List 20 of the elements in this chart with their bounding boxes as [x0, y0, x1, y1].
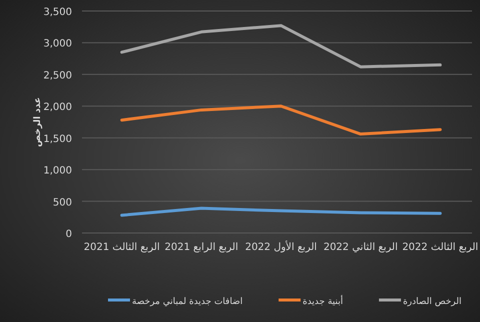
x-tick-label: الربع الثالث 2021 [84, 242, 160, 253]
x-tick-label: الربع الرابع 2021 [164, 242, 238, 253]
y-tick-label: 1,000 [43, 166, 72, 177]
legend-label: أبنية جديدة [302, 295, 343, 307]
x-tick-label: الربع الأول 2022 [245, 240, 317, 253]
legend-label: الرخص الصادرة [402, 297, 462, 307]
y-tick-label: 2,500 [43, 70, 72, 82]
y-tick-label: 500 [52, 197, 72, 208]
line-series [120, 206, 442, 217]
y-tick-label: 3,000 [43, 38, 72, 50]
y-tick-label: 0 [66, 229, 72, 240]
y-tick-label: 2,000 [43, 102, 72, 114]
x-tick-label: الربع الثاني 2022 [323, 242, 398, 253]
y-tick-label: 1,500 [43, 134, 72, 145]
y-tick-label: 3,500 [43, 7, 72, 18]
x-tick-label: الربع الثالث 2022 [402, 242, 478, 253]
line-series [120, 104, 442, 136]
line-series [120, 24, 442, 68]
legend-label: اضافات جديدة لمباني مرخصة [132, 297, 243, 307]
y-axis-title: عدد الرخص [33, 97, 43, 147]
